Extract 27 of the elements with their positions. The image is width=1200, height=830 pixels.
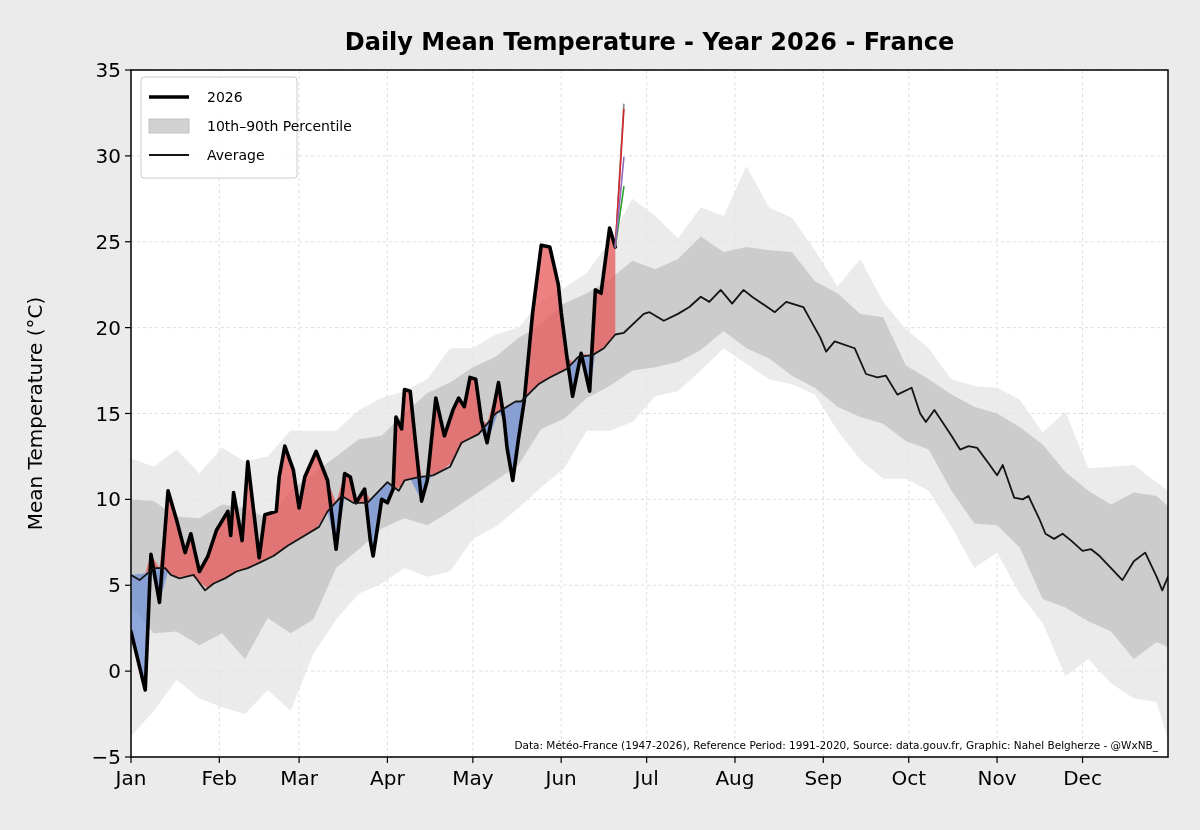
x-tick-label: Jul xyxy=(632,766,659,790)
x-tick-label: Nov xyxy=(977,766,1017,790)
y-tick-label: 30 xyxy=(95,143,121,168)
y-tick-label: 0 xyxy=(108,659,121,684)
legend-label: 10th–90th Percentile xyxy=(207,117,352,134)
x-tick-label: Apr xyxy=(370,766,406,790)
y-tick-label: −5 xyxy=(91,745,121,769)
y-tick-label: 10 xyxy=(95,487,121,512)
legend-label: 2026 xyxy=(207,88,243,105)
y-tick-label: 20 xyxy=(95,315,121,340)
y-tick-label: 25 xyxy=(95,229,121,254)
legend-label: Average xyxy=(207,146,265,163)
chart-title: Daily Mean Temperature - Year 2026 - France xyxy=(344,28,955,56)
x-tick-label: Feb xyxy=(201,766,238,790)
y-tick-label: 15 xyxy=(95,401,121,426)
x-tick-label: Aug xyxy=(715,766,755,790)
x-tick-label: Oct xyxy=(891,766,927,790)
y-tick-label: 35 xyxy=(95,58,121,82)
y-axis-title: Mean Temperature (°C) xyxy=(23,296,47,531)
x-tick-label: Jun xyxy=(543,766,577,790)
x-tick-label: Jan xyxy=(113,766,147,790)
annotation: Data: Météo-France (1947-2026), Reference Period: 1991-2020, Source: data.gouv.fr, Graphic: Nahel Belgherze - @WxNB_ xyxy=(514,739,1159,752)
y-tick-label: 5 xyxy=(108,573,121,598)
x-tick-label: Dec xyxy=(1063,766,1102,790)
x-tick-label: May xyxy=(452,766,494,790)
x-tick-label: Mar xyxy=(280,766,319,790)
x-tick-label: Sep xyxy=(804,766,843,790)
